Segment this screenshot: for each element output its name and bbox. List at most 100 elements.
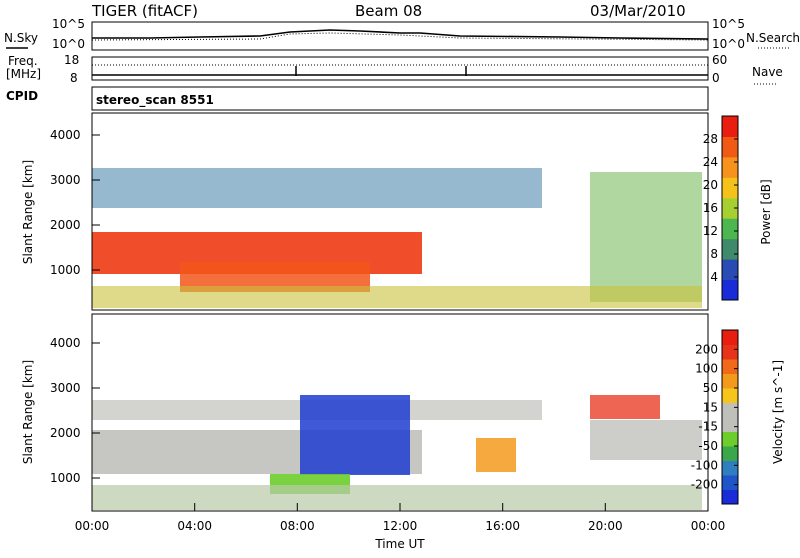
noise-search-line [91,32,709,41]
velocity-colorbar-segment [722,330,738,345]
power-colorbar-segment [722,156,738,178]
xtick-label-1: 04:00 [177,519,212,533]
nsky-tick-bottom: 10^0 [52,37,85,51]
velocity-colorbar-segment [722,417,738,432]
velocity-colorbar-segment [722,446,738,461]
figure-title: TIGER (fitACF) [91,2,198,20]
power-frame [91,112,709,311]
cpid-value: stereo_scan 8551 [96,93,214,108]
power-yticks: 1000 2000 3000 4000 [50,128,100,277]
nsearch-tick-bottom: 10^0 [712,37,745,51]
freq-tick-top: 18 [64,53,79,67]
xtick-label-4: 16:00 [485,519,520,533]
noise-panel-frame [91,21,709,51]
power-colorbar-tick-label: 12 [703,224,718,238]
velocity-colorbar-tick-label: -15 [698,420,718,434]
freq-tick-bottom: 8 [70,71,78,85]
velocity-colorbar-tick-label: 50 [703,381,718,395]
velocity-colorbar-segment [722,489,738,505]
xtick-label-5: 20:00 [588,519,623,533]
power-ylabel: Slant Range [km] [21,160,35,264]
velocity-colorbar-segment [722,431,738,447]
power-colorbar-segment [722,218,738,240]
velocity-colorbar-tick-label: 15 [703,400,718,414]
power-band-right [590,172,702,302]
velocity-colorbar-frame [721,329,739,505]
power-colorbar-segment [722,238,738,260]
date-label: 03/Mar/2010 [590,2,686,20]
power-colorbar-tick-label: 20 [703,178,718,192]
velocity-colorbar-segment [722,460,738,476]
power-colorbar-segment [722,136,738,158]
velocity-colorbar: 200 100 50 15 -15 -50 -100 -200 [691,329,739,505]
velocity-colorbar-tick-label: -200 [691,478,718,492]
power-ytick-label-4000: 4000 [50,128,81,142]
velocity-colorbar-segment [722,475,738,490]
velocity-floor [92,485,702,510]
power-colorbar: 4 8 12 16 20 24 28 [703,115,739,301]
velocity-colorbar-label: Velocity [m s^-1] [771,360,785,464]
power-colorbar-tick-label: 24 [703,155,718,169]
noise-sky-line [92,29,709,40]
velocity-colorbar-tick-label: 200 [695,342,718,356]
freq-panel: Freq. [MHz] 18 8 60 0 Nave [6,53,783,85]
velocity-colorbar-segment [722,402,738,418]
freq-panel-frame [91,56,709,81]
x-axis-label: Time UT [374,537,425,551]
velocity-colorbar-tick-label: -100 [691,458,718,472]
power-colorbar-segment [722,279,738,301]
velocity-colorbar-segment [722,344,738,360]
power-ytick-label-3000: 3000 [50,173,81,187]
nave-tick-bottom: 0 [712,71,720,85]
power-colorbar-tick-label: 28 [703,132,718,146]
velocity-data [92,395,702,510]
x-axis: 00:00 04:00 08:00 12:00 16:00 20:00 00:0… [75,503,726,551]
velocity-ytick-label-3000: 3000 [50,381,81,395]
velocity-red-patch [590,395,660,419]
velocity-colorbar-segment [722,373,738,389]
xtick-label-0: 00:00 [75,519,110,533]
velocity-right-band [590,420,702,460]
velocity-colorbar-tick-label: 100 [695,362,718,376]
nsky-label: N.Sky [4,31,38,45]
noise-panel: N.Sky 10^5 10^0 10^5 10^0 N.Search [4,17,800,51]
velocity-colorbar-tick-label: -50 [698,439,718,453]
velocity-yticks: 1000 2000 3000 4000 [50,336,100,485]
velocity-ytick-label-2000: 2000 [50,426,81,440]
velocity-blue-patch [300,395,410,475]
freq-label-1: Freq. [8,54,38,68]
power-colorbar-tick-label: 8 [710,247,718,261]
velocity-colorbar-segment [722,388,738,403]
velocity-ytick-label-1000: 1000 [50,471,81,485]
nave-label: Nave [752,65,783,79]
velocity-ylabel: Slant Range [km] [21,360,35,464]
velocity-orange-patch [476,438,516,472]
freq-label-2: [MHz] [6,67,41,81]
power-panel: 1000 2000 3000 4000 Slant Range [km] 4 8 1… [21,112,773,311]
velocity-colorbar-segment [722,359,738,374]
nsky-tick-top: 10^5 [52,17,85,31]
nsearch-label: N.Search [746,31,800,45]
power-colorbar-segment [722,197,738,219]
xtick-label-2: 08:00 [280,519,315,533]
xtick-label-6: 00:00 [691,519,726,533]
cpid-label: CPID [6,89,38,103]
power-colorbar-tick-label: 16 [703,201,718,215]
velocity-ytick-label-4000: 4000 [50,336,81,350]
power-ytick-label-1000: 1000 [50,263,81,277]
power-colorbar-segment [722,116,738,137]
beam-label: Beam 08 [355,2,422,20]
velocity-panel: 1000 2000 3000 4000 Slant Range [km] 200… [21,313,785,512]
power-data [92,168,702,308]
power-colorbar-segment [722,259,738,281]
nave-tick-top: 60 [712,53,727,67]
power-colorbar-label: Power [dB] [759,179,773,244]
power-colorbar-segment [722,177,738,199]
power-colorbar-tick-label: 4 [710,270,718,284]
power-band-upper [92,168,542,208]
nsearch-tick-top: 10^5 [712,17,745,31]
xtick-label-3: 12:00 [383,519,418,533]
power-floor [92,286,702,308]
cpid-frame [91,86,709,111]
